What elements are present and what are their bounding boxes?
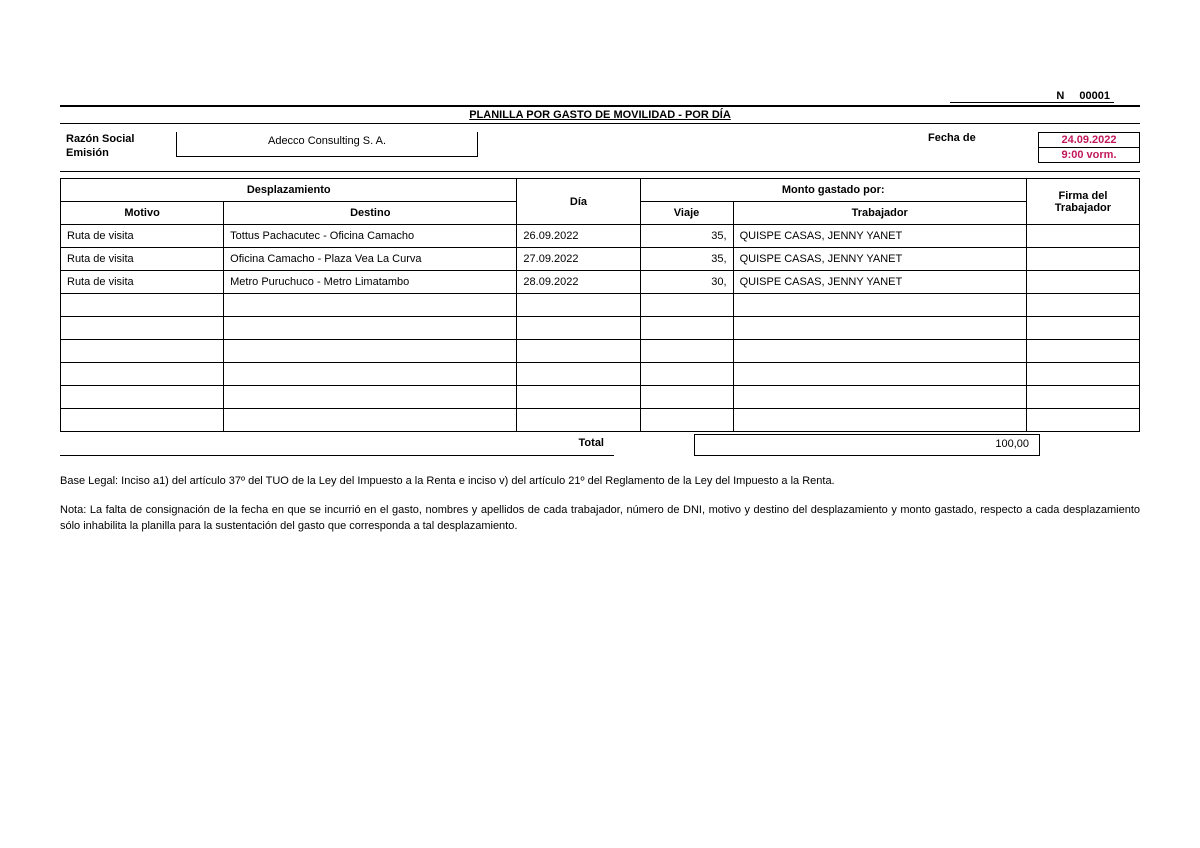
table-row: Ruta de visitaTottus Pachacutec - Oficin… — [61, 225, 1140, 248]
document-number: N 00001 — [950, 90, 1114, 103]
cell-viaje: 35, — [640, 225, 733, 248]
cell-dia — [517, 363, 640, 386]
cell-motivo: Ruta de visita — [61, 248, 224, 271]
cell-trabajador: QUISPE CASAS, JENNY YANET — [733, 248, 1026, 271]
emission-time: 9:00 vorm. — [1039, 148, 1139, 162]
cell-viaje: 30, — [640, 271, 733, 294]
cell-motivo: Ruta de visita — [61, 225, 224, 248]
legal-nota: Nota: La falta de consignación de la fec… — [60, 503, 1140, 534]
cell-trabajador — [733, 363, 1026, 386]
col-group-desplazamiento: Desplazamiento — [61, 179, 517, 202]
cell-destino — [224, 317, 517, 340]
table-row — [61, 340, 1140, 363]
cell-destino — [224, 409, 517, 432]
movilidad-table: Desplazamiento Día Monto gastado por: Fi… — [60, 178, 1140, 432]
cell-dia: 27.09.2022 — [517, 248, 640, 271]
cell-dia — [517, 340, 640, 363]
cell-firma — [1026, 294, 1139, 317]
cell-motivo — [61, 386, 224, 409]
cell-destino: Metro Puruchuco - Metro Limatambo — [224, 271, 517, 294]
cell-viaje — [640, 363, 733, 386]
col-group-monto: Monto gastado por: — [640, 179, 1026, 202]
cell-dia: 28.09.2022 — [517, 271, 640, 294]
col-motivo: Motivo — [61, 202, 224, 225]
doc-number-value: 00001 — [1079, 90, 1110, 102]
col-dia: Día — [517, 179, 640, 225]
cell-motivo — [61, 340, 224, 363]
cell-firma — [1026, 271, 1139, 294]
cell-trabajador: QUISPE CASAS, JENNY YANET — [733, 225, 1026, 248]
cell-viaje — [640, 409, 733, 432]
cell-firma — [1026, 363, 1139, 386]
cell-trabajador — [733, 317, 1026, 340]
razon-social-label: Razón Social Emisión — [60, 132, 176, 163]
cell-motivo: Ruta de visita — [61, 271, 224, 294]
cell-dia — [517, 294, 640, 317]
cell-destino: Tottus Pachacutec - Oficina Camacho — [224, 225, 517, 248]
col-firma: Firma del Trabajador — [1026, 179, 1139, 225]
cell-dia: 26.09.2022 — [517, 225, 640, 248]
cell-motivo — [61, 363, 224, 386]
cell-dia — [517, 317, 640, 340]
col-viaje: Viaje — [640, 202, 733, 225]
emission-date-box: 24.09.2022 9:00 vorm. — [1038, 132, 1140, 163]
col-destino: Destino — [224, 202, 517, 225]
cell-firma — [1026, 340, 1139, 363]
cell-destino — [224, 386, 517, 409]
doc-number-label: N — [1056, 90, 1064, 102]
cell-trabajador — [733, 386, 1026, 409]
cell-trabajador — [733, 409, 1026, 432]
document-header: Razón Social Emisión Adecco Consulting S… — [60, 123, 1140, 172]
table-row: Ruta de visitaOficina Camacho - Plaza Ve… — [61, 248, 1140, 271]
cell-destino — [224, 340, 517, 363]
legal-base: Base Legal: Inciso a1) del artículo 37º … — [60, 474, 1140, 489]
cell-destino — [224, 363, 517, 386]
table-row: Ruta de visitaMetro Puruchuco - Metro Li… — [61, 271, 1140, 294]
cell-trabajador: QUISPE CASAS, JENNY YANET — [733, 271, 1026, 294]
fecha-label: Fecha de — [928, 132, 1038, 163]
cell-firma — [1026, 317, 1139, 340]
table-row — [61, 363, 1140, 386]
cell-viaje — [640, 340, 733, 363]
total-label: Total — [60, 434, 614, 456]
total-row: Total 100,00 — [60, 434, 1140, 456]
cell-motivo — [61, 409, 224, 432]
table-row — [61, 386, 1140, 409]
cell-viaje: 35, — [640, 248, 733, 271]
document-page: N 00001 PLANILLA POR GASTO DE MOVILIDAD … — [60, 90, 1140, 534]
company-name: Adecco Consulting S. A. — [176, 132, 478, 157]
table-row — [61, 294, 1140, 317]
cell-destino — [224, 294, 517, 317]
emission-date: 24.09.2022 — [1039, 133, 1139, 148]
cell-dia — [517, 409, 640, 432]
cell-firma — [1026, 409, 1139, 432]
document-title: PLANILLA POR GASTO DE MOVILIDAD - POR DÍ… — [60, 105, 1140, 123]
col-trabajador: Trabajador — [733, 202, 1026, 225]
cell-firma — [1026, 248, 1139, 271]
cell-firma — [1026, 386, 1139, 409]
table-row — [61, 317, 1140, 340]
cell-viaje — [640, 386, 733, 409]
table-row — [61, 409, 1140, 432]
cell-dia — [517, 386, 640, 409]
cell-viaje — [640, 317, 733, 340]
total-value: 100,00 — [694, 434, 1040, 456]
cell-destino: Oficina Camacho - Plaza Vea La Curva — [224, 248, 517, 271]
cell-firma — [1026, 225, 1139, 248]
cell-trabajador — [733, 340, 1026, 363]
cell-motivo — [61, 317, 224, 340]
legal-footer: Base Legal: Inciso a1) del artículo 37º … — [60, 474, 1140, 534]
cell-trabajador — [733, 294, 1026, 317]
cell-viaje — [640, 294, 733, 317]
cell-motivo — [61, 294, 224, 317]
